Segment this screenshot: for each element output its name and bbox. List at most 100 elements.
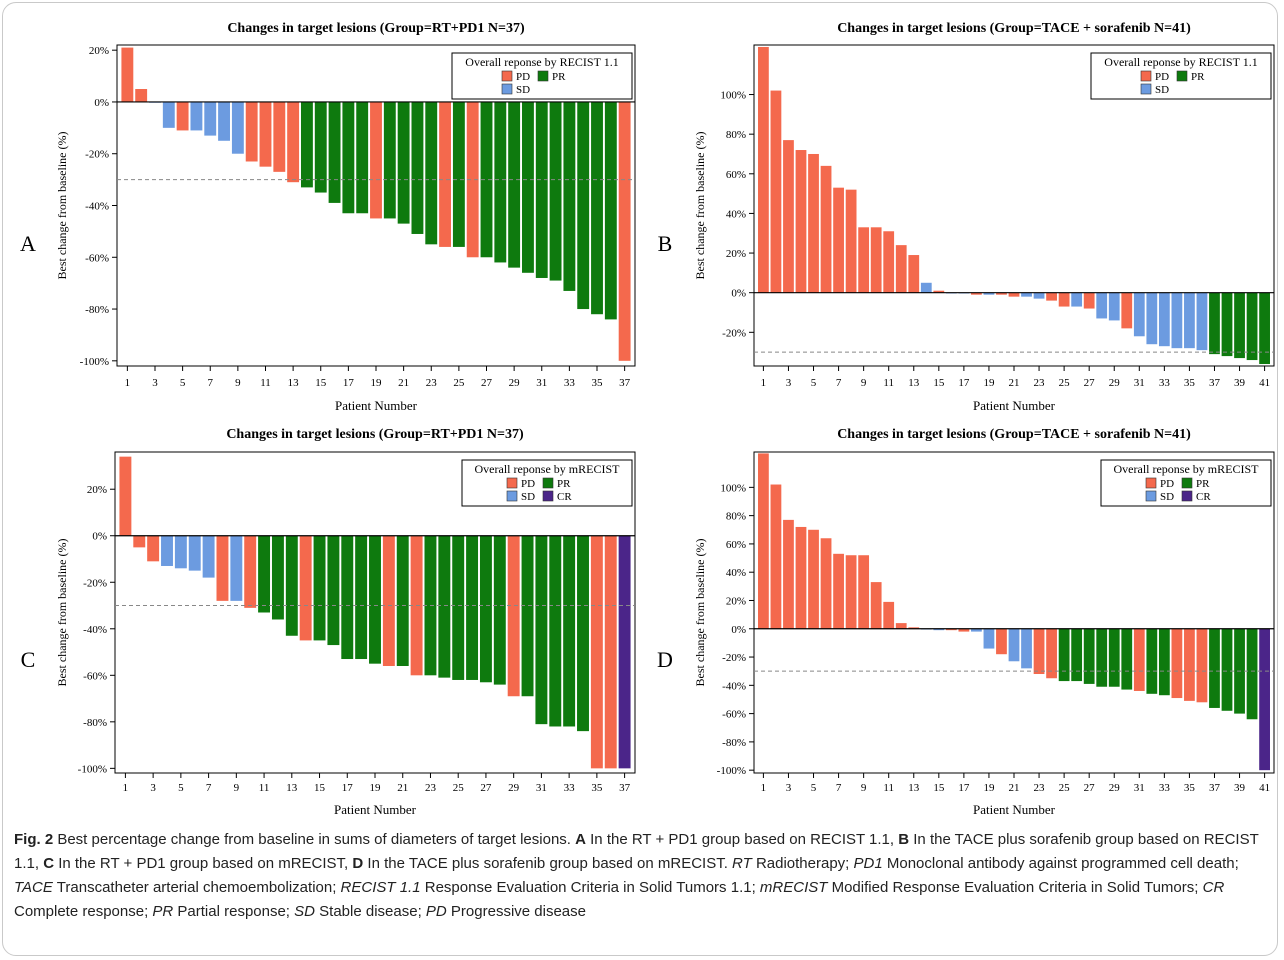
caption-segment: Complete response; — [14, 903, 153, 920]
x-tick-label: 31 — [1134, 782, 1145, 794]
x-tick-label: 1 — [125, 377, 131, 389]
x-tick-label: 3 — [150, 782, 156, 794]
x-tick-label: 5 — [178, 782, 184, 794]
y-tick-label: -100% — [80, 356, 109, 368]
bar — [833, 553, 844, 629]
bar — [983, 628, 995, 649]
bar — [411, 101, 424, 234]
bar — [1008, 292, 1020, 297]
legend-swatch-pr — [1176, 70, 1188, 82]
bar — [945, 628, 957, 631]
y-tick-label: 80% — [726, 511, 746, 523]
x-tick-label: 33 — [564, 377, 576, 389]
bar — [563, 535, 576, 727]
bar — [1246, 628, 1258, 720]
x-tick-label: 15 — [314, 782, 326, 794]
bar — [577, 101, 590, 310]
chart-panel-a: Changes in target lesions (Group=RT+PD1 … — [20, 21, 636, 413]
legend-label-pd: PD — [1160, 478, 1174, 490]
x-tick-label: 17 — [958, 782, 970, 794]
legend: Overall reponse by RECIST 1.1 PD PR SD — [1090, 52, 1272, 100]
legend: Overall reponse by mRECIST PD PR SD CR — [1100, 459, 1272, 507]
x-tick-label: 27 — [1084, 782, 1096, 794]
x-axis-label: Patient Number — [334, 802, 417, 817]
bar — [1133, 292, 1145, 337]
x-tick-label: 1 — [761, 377, 767, 389]
y-tick-label: -80% — [722, 737, 746, 749]
x-tick-label: 27 — [1084, 377, 1096, 389]
y-axis-label: Best change from baseline (%) — [55, 539, 69, 687]
bar — [758, 453, 769, 629]
bar — [1184, 628, 1195, 701]
chart-title: Changes in target lesions (Group=TACE + … — [837, 21, 1191, 36]
chart-title: Changes in target lesions (Group=RT+PD1 … — [226, 427, 524, 442]
bar — [273, 101, 286, 172]
bar — [147, 535, 160, 562]
bar — [1171, 628, 1183, 699]
bar — [1058, 628, 1070, 682]
y-tick-label: 0% — [731, 288, 746, 300]
x-tick-label: 33 — [1159, 782, 1171, 794]
y-tick-label: 0% — [92, 531, 107, 543]
legend-swatch-pd — [1140, 70, 1152, 82]
bar — [202, 535, 215, 578]
x-tick-label: 35 — [592, 377, 604, 389]
y-tick-label: 100% — [720, 482, 746, 494]
x-tick-label: 31 — [1134, 377, 1145, 389]
chart-panel-b: Changes in target lesions (Group=TACE + … — [658, 21, 1275, 413]
bar — [438, 535, 451, 678]
bar — [176, 101, 189, 131]
x-tick-label: 25 — [453, 782, 465, 794]
caption-segment: Radiotherapy; — [751, 855, 854, 872]
bar — [285, 535, 298, 636]
bar — [1083, 628, 1095, 684]
caption-segment: Partial response; — [173, 903, 295, 920]
y-tick-label: -100% — [78, 763, 107, 775]
bar — [452, 535, 465, 680]
caption-segment: CR — [1202, 879, 1225, 896]
x-tick-label: 7 — [206, 782, 212, 794]
caption-segment: TACE — [14, 879, 53, 896]
chart-panel-c: Changes in target lesions (Group=RT+PD1 … — [21, 427, 636, 817]
bar — [313, 535, 326, 641]
bar — [1184, 292, 1195, 349]
caption-segment: PR — [152, 903, 174, 920]
bar — [1158, 628, 1170, 696]
legend-label-sd: SD — [521, 491, 535, 503]
x-tick-label: 13 — [286, 782, 298, 794]
bar — [314, 101, 327, 193]
y-axis-label: Best change from baseline (%) — [55, 132, 69, 280]
x-tick-label: 17 — [958, 377, 970, 389]
bar — [1108, 628, 1120, 687]
x-tick-label: 7 — [836, 377, 842, 389]
x-tick-label: 5 — [811, 377, 817, 389]
bar — [121, 47, 134, 102]
bar — [996, 292, 1007, 295]
y-tick-label: -20% — [722, 327, 746, 339]
legend-swatch-cr — [542, 490, 554, 502]
bar — [1221, 292, 1233, 357]
legend-swatch-pd — [501, 70, 513, 82]
legend-label-pr: PR — [552, 71, 566, 83]
bar — [618, 101, 631, 361]
bar — [508, 101, 521, 268]
chart-title: Changes in target lesions (Group=RT+PD1 … — [227, 21, 525, 36]
bar — [1246, 292, 1258, 361]
y-tick-label: 40% — [726, 208, 746, 220]
y-tick-label: -40% — [83, 624, 107, 636]
y-tick-label: -60% — [85, 252, 109, 264]
x-tick-label: 25 — [453, 377, 465, 389]
bar — [833, 187, 844, 293]
x-tick-label: 19 — [370, 782, 382, 794]
legend-swatch-sd — [1145, 490, 1157, 502]
bar — [858, 555, 870, 629]
legend-swatch-cr — [1181, 490, 1193, 502]
bar — [1033, 628, 1045, 675]
legend-swatch-sd — [1140, 83, 1152, 95]
caption-segment: SD — [294, 903, 315, 920]
bar — [933, 628, 945, 631]
bar — [770, 484, 782, 629]
y-tick-label: 20% — [87, 484, 107, 496]
bar — [356, 101, 369, 214]
bar — [1046, 628, 1057, 679]
